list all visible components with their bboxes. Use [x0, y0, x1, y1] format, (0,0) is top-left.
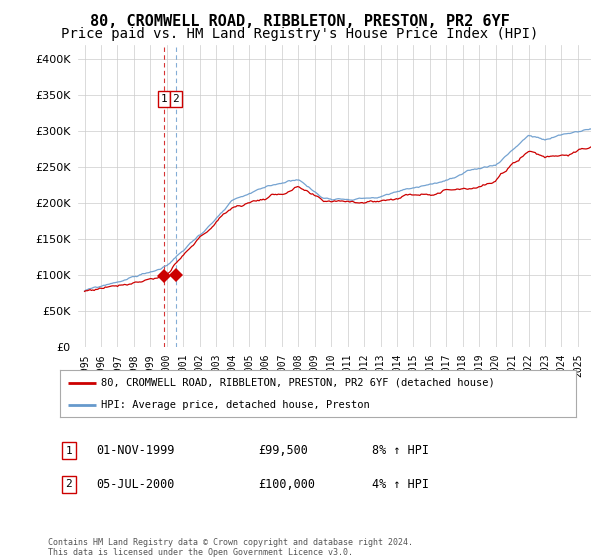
- Text: 8% ↑ HPI: 8% ↑ HPI: [372, 444, 429, 458]
- Text: 1: 1: [161, 94, 167, 104]
- Text: Contains HM Land Registry data © Crown copyright and database right 2024.
This d: Contains HM Land Registry data © Crown c…: [48, 538, 413, 557]
- Text: 2: 2: [65, 479, 73, 489]
- Text: £100,000: £100,000: [258, 478, 315, 491]
- Text: 01-NOV-1999: 01-NOV-1999: [96, 444, 175, 458]
- Text: 2: 2: [172, 94, 179, 104]
- Text: 80, CROMWELL ROAD, RIBBLETON, PRESTON, PR2 6YF: 80, CROMWELL ROAD, RIBBLETON, PRESTON, P…: [90, 14, 510, 29]
- Text: £99,500: £99,500: [258, 444, 308, 458]
- Text: 4% ↑ HPI: 4% ↑ HPI: [372, 478, 429, 491]
- Text: Price paid vs. HM Land Registry's House Price Index (HPI): Price paid vs. HM Land Registry's House …: [61, 27, 539, 41]
- Text: 1: 1: [65, 446, 73, 456]
- Text: 80, CROMWELL ROAD, RIBBLETON, PRESTON, PR2 6YF (detached house): 80, CROMWELL ROAD, RIBBLETON, PRESTON, P…: [101, 378, 495, 388]
- Text: 05-JUL-2000: 05-JUL-2000: [96, 478, 175, 491]
- Text: HPI: Average price, detached house, Preston: HPI: Average price, detached house, Pres…: [101, 400, 370, 410]
